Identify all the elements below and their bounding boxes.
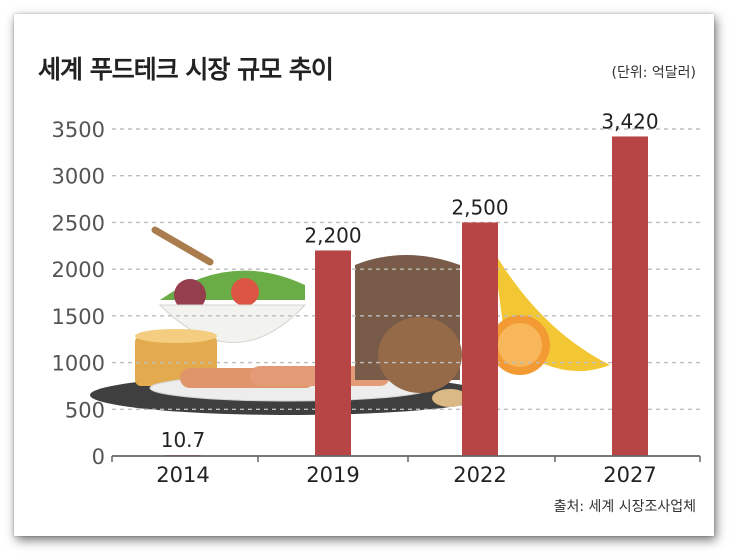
data-labels: 10.7 2,200 2,500 3,420 (161, 109, 659, 452)
bar-2027 (612, 136, 648, 456)
chart-title: 세계 푸드테크 시장 규모 추이 (38, 55, 334, 84)
data-label-2019: 2,200 (304, 223, 361, 247)
bars-group (165, 136, 648, 456)
unit-label: (단위: 억달러) (611, 65, 697, 81)
source-note: 출처: 세계 시장조사업체 (553, 499, 696, 515)
y-tick-label: 2000 (52, 258, 105, 282)
y-tick-label: 2500 (52, 211, 105, 235)
data-label-2022: 2,500 (451, 195, 508, 219)
y-tick-label: 3000 (52, 165, 105, 189)
data-label-2014: 10.7 (161, 428, 206, 452)
x-tick-label: 2022 (453, 463, 506, 487)
y-tick-label: 1000 (52, 352, 105, 376)
salad-bowl (158, 304, 307, 343)
red-lettuce (174, 279, 206, 311)
tomato-slice (231, 278, 259, 306)
peanut (432, 389, 468, 407)
x-axis-ticks: 2014 2019 2022 2027 (111, 456, 701, 487)
gridlines (112, 128, 700, 410)
food-illustration (90, 226, 610, 415)
bread-roll (378, 317, 462, 393)
data-label-2027: 3,420 (601, 109, 658, 133)
y-tick-label: 0 (92, 445, 105, 469)
bar-2019 (315, 250, 351, 456)
x-tick-label: 2019 (306, 463, 359, 487)
y-tick-label: 1500 (52, 305, 105, 329)
y-tick-label: 500 (65, 398, 105, 422)
y-axis-ticks: 0 500 1000 1500 2000 2500 3000 3500 (52, 118, 105, 469)
y-tick-label: 3500 (52, 118, 105, 142)
sauce-cup-top (135, 329, 217, 343)
bar-2022 (462, 222, 498, 456)
salad-fork (151, 226, 214, 266)
x-tick-label: 2027 (603, 463, 656, 487)
orange-flesh (498, 323, 542, 367)
x-tick-label: 2014 (156, 463, 209, 487)
